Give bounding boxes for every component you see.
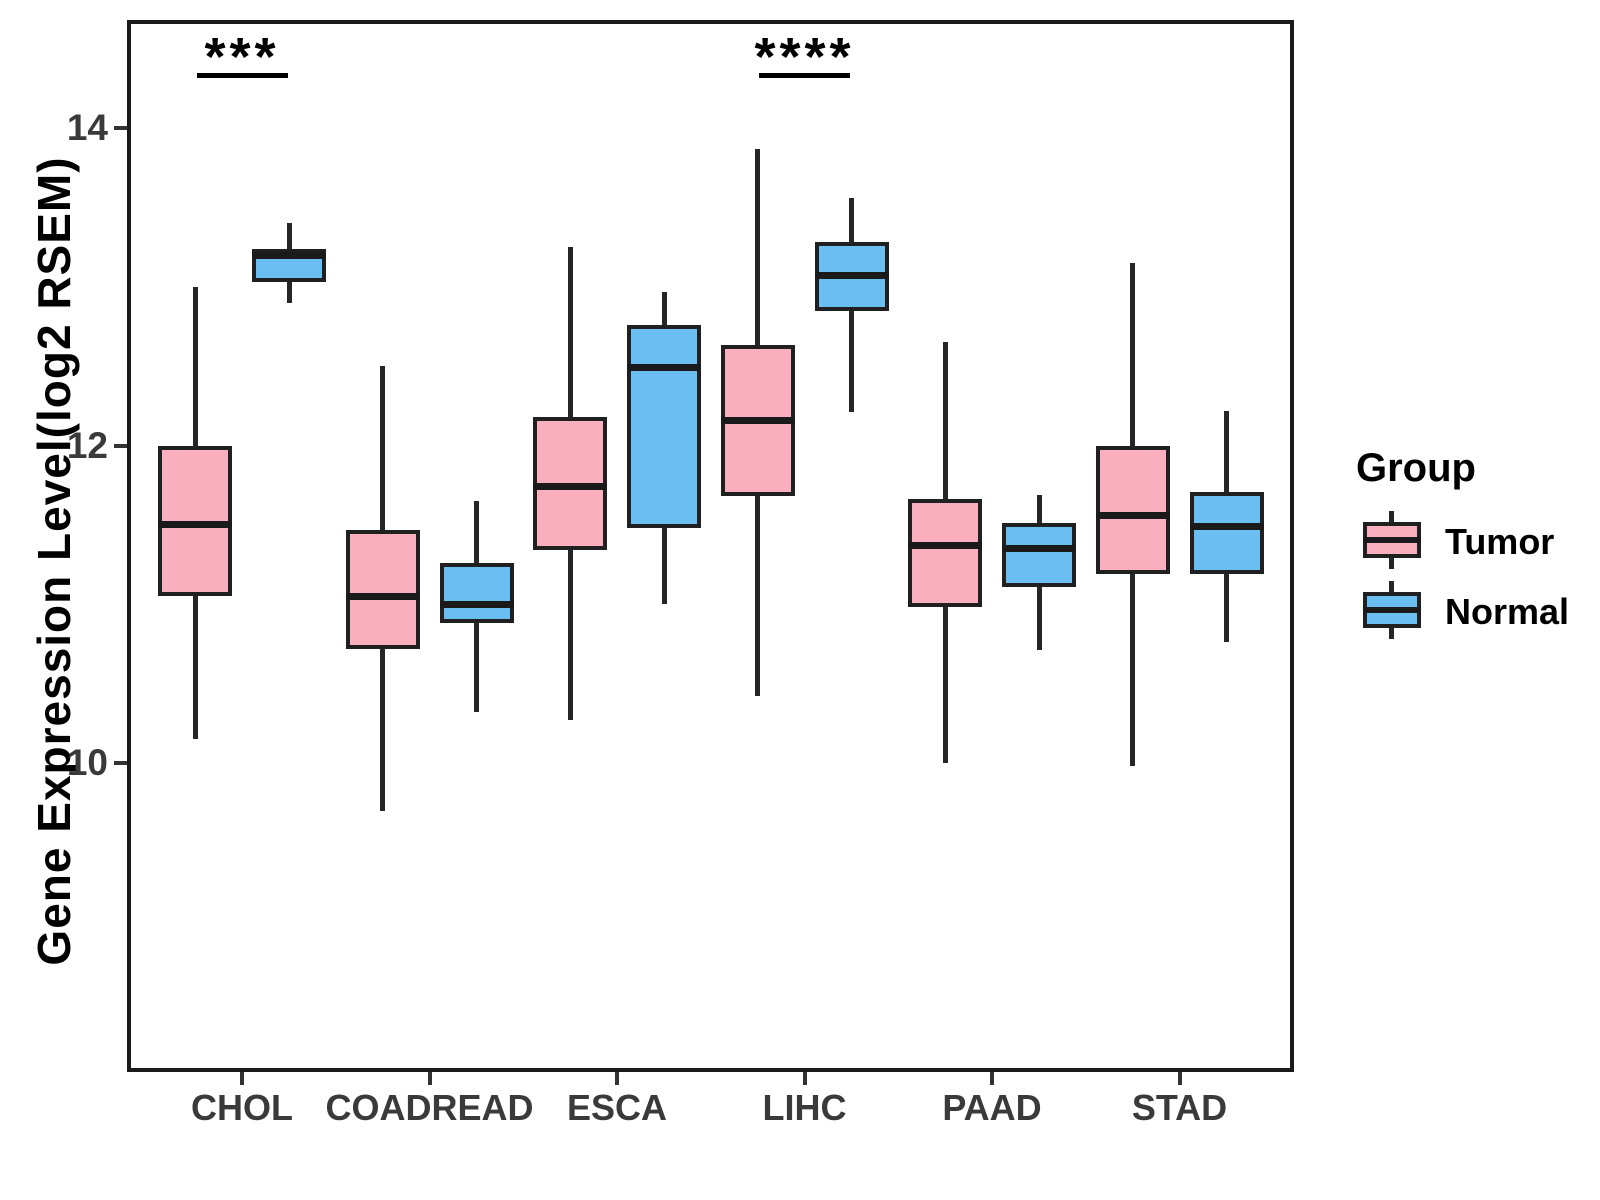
x-tick-label-coadread: COADREAD — [325, 1087, 534, 1128]
x-tick-mark — [990, 1072, 994, 1085]
x-tick-mark — [802, 1072, 807, 1085]
box-stad-tumor — [1095, 445, 1170, 575]
box-paad-normal — [1002, 523, 1076, 587]
significance-stars-lihc: **** — [754, 27, 855, 87]
median-stad-normal — [1189, 522, 1264, 530]
legend-label-normal: Normal — [1445, 591, 1570, 632]
median-esca-tumor — [533, 483, 607, 491]
x-tick-label-lihc: LIHC — [762, 1087, 847, 1128]
median-chol-tumor — [158, 521, 232, 529]
median-coadread-tumor — [345, 592, 420, 600]
box-coadread-normal — [439, 562, 514, 624]
y-tick-mark — [114, 761, 127, 765]
significance-stars-chol: *** — [204, 27, 280, 87]
x-tick-label-chol: CHOL — [191, 1087, 293, 1128]
y-tick-label: 10 — [66, 742, 108, 783]
median-esca-normal — [627, 364, 701, 372]
legend-title: Group — [1356, 446, 1476, 490]
median-paad-tumor — [908, 542, 982, 549]
y-tick-label: 12 — [66, 424, 108, 466]
x-tick-label-paad: PAAD — [942, 1087, 1042, 1128]
x-tick-mark — [427, 1072, 432, 1085]
box-chol-tumor — [158, 445, 232, 597]
y-tick-label: 14 — [66, 107, 108, 148]
median-lihc-tumor — [720, 416, 795, 424]
box-esca-normal — [627, 324, 701, 529]
y-tick-mark — [114, 126, 127, 130]
significance-bar-chol — [196, 73, 288, 78]
median-lihc-normal — [814, 272, 889, 280]
median-coadread-normal — [439, 600, 514, 608]
plot-panel-border — [127, 20, 1294, 1072]
legend-glyph-median — [1363, 537, 1421, 543]
median-stad-tumor — [1095, 511, 1170, 519]
x-tick-mark — [1177, 1072, 1182, 1085]
x-tick-label-esca: ESCA — [566, 1087, 668, 1128]
box-stad-normal — [1189, 491, 1264, 575]
legend-glyph-median — [1363, 607, 1421, 613]
y-tick-mark — [114, 443, 127, 448]
significance-bar-lihc — [759, 73, 850, 78]
x-tick-mark — [615, 1072, 619, 1085]
x-tick-mark — [240, 1072, 244, 1085]
box-coadread-tumor — [345, 529, 420, 649]
x-tick-label-stad: STAD — [1131, 1087, 1228, 1128]
legend-key-tumor — [1363, 511, 1421, 569]
legend-label-tumor: Tumor — [1445, 521, 1555, 562]
median-paad-normal — [1002, 545, 1076, 553]
median-chol-normal — [252, 251, 326, 259]
legend-key-normal — [1363, 581, 1421, 639]
box-paad-tumor — [908, 499, 982, 608]
